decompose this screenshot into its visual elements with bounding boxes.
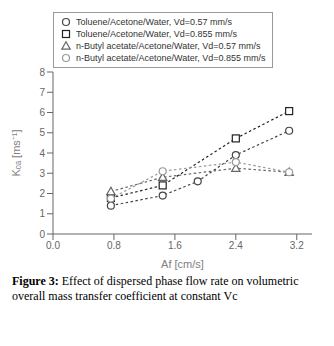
- svg-text:0.0: 0.0: [46, 240, 60, 251]
- svg-text:8: 8: [39, 67, 45, 78]
- svg-text:3: 3: [39, 168, 45, 179]
- svg-text:4: 4: [39, 148, 45, 159]
- svg-text:Kₒₐ [ms⁻¹]: Kₒₐ [ms⁻¹]: [10, 129, 22, 176]
- svg-text:0.8: 0.8: [107, 240, 121, 251]
- svg-text:6: 6: [39, 107, 45, 118]
- svg-text:1.6: 1.6: [168, 240, 182, 251]
- html-text:n-Butyl acetate/Acetone/Water,: n-Butyl acetate/Acetone/Water, Vd=0.57 m…: [76, 41, 261, 51]
- svg-text:2.4: 2.4: [229, 240, 243, 251]
- svg-text:2: 2: [39, 188, 45, 199]
- svg-text:7: 7: [39, 87, 45, 98]
- svg-text:1: 1: [39, 208, 45, 219]
- svg-text:3.2: 3.2: [290, 240, 304, 251]
- html-text:Figure 3: Effect of dispersed: Figure 3: Effect of dispersed phase flow…: [12, 274, 299, 303]
- html-text:Toluene/Acetone/Water, Vd=0.85: Toluene/Acetone/Water, Vd=0.855 mm/s: [76, 29, 237, 39]
- html-text:n-Butyl acetate/Acetone/Water,: n-Butyl acetate/Acetone/Water, Vd=0.855 …: [76, 53, 266, 63]
- html-text:Toluene/Acetone/Water, Vd=0.57: Toluene/Acetone/Water, Vd=0.57 mm/s: [76, 17, 232, 27]
- svg-text:0: 0: [39, 229, 45, 240]
- svg-text:5: 5: [39, 127, 45, 138]
- svg-text:Af [cm/s]: Af [cm/s]: [161, 258, 204, 270]
